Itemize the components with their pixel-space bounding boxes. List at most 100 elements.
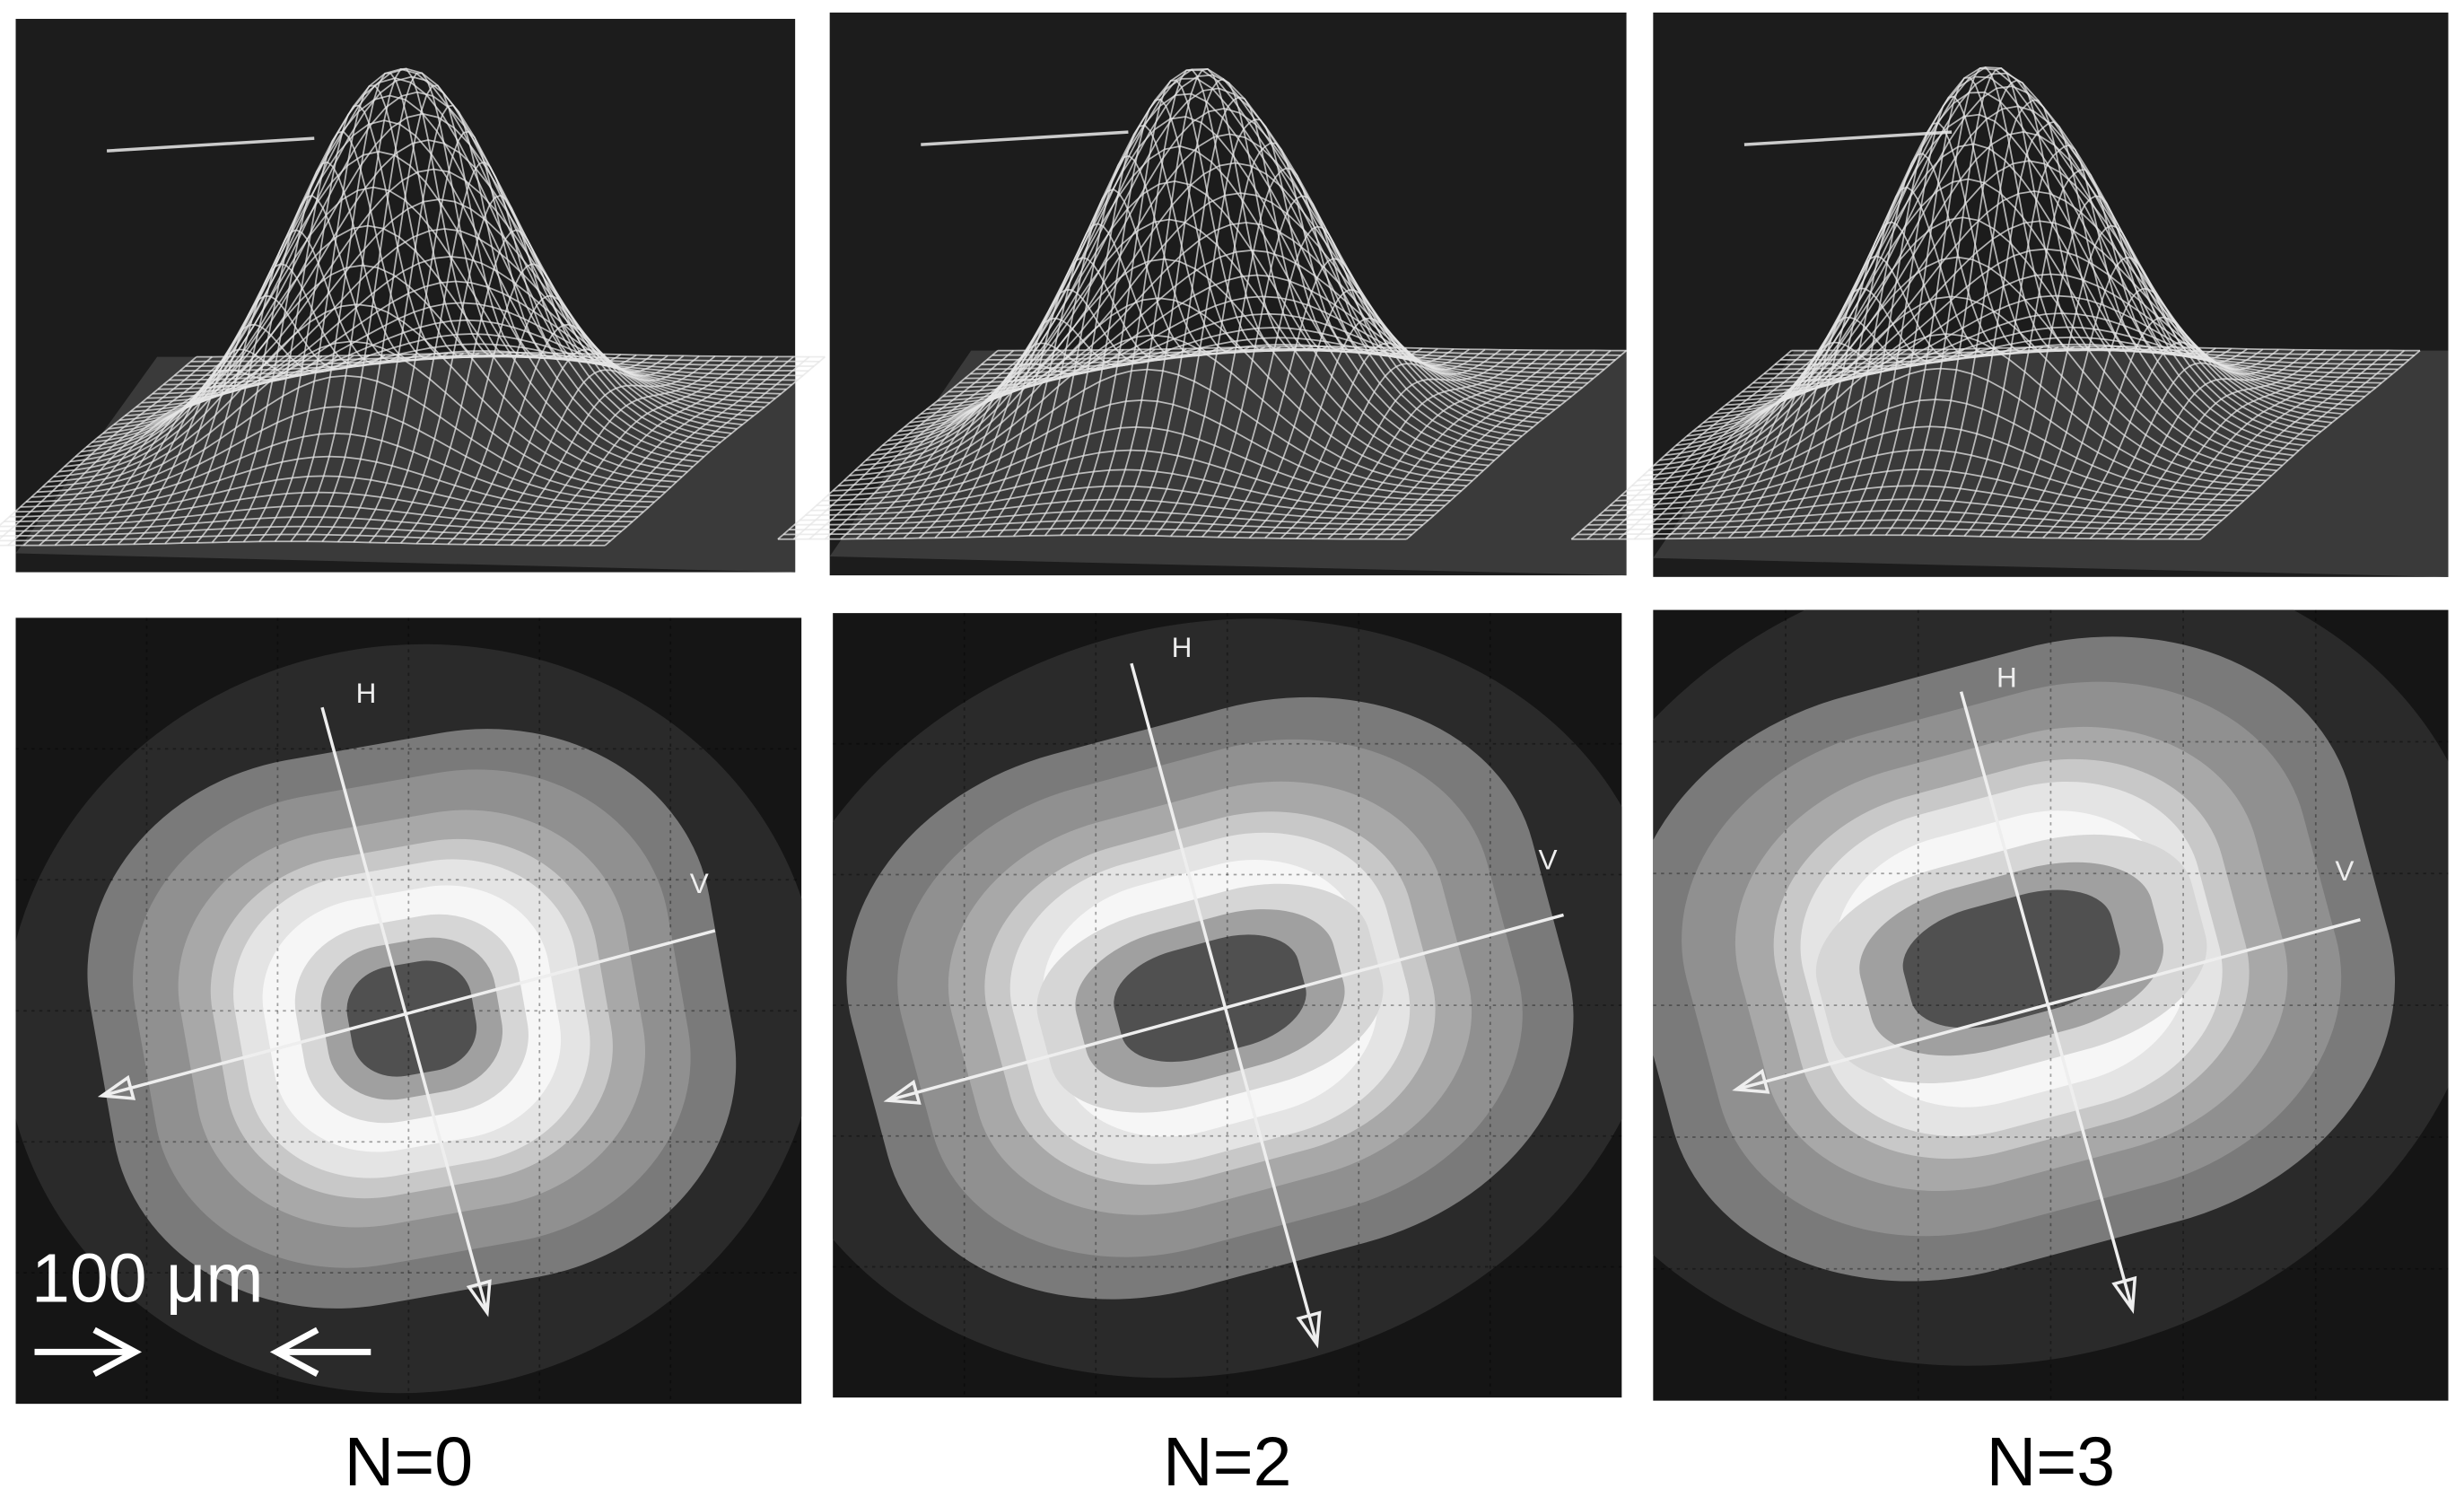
mesh-line bbox=[2183, 349, 2406, 540]
arrow-head bbox=[466, 1279, 492, 1318]
mesh-line bbox=[368, 161, 590, 544]
axis-marker bbox=[921, 130, 1129, 146]
mesh-line bbox=[1296, 349, 1517, 539]
contour-level bbox=[1114, 934, 1306, 1063]
mesh-line bbox=[557, 355, 779, 547]
v-axis bbox=[101, 929, 716, 1098]
h-axis bbox=[320, 706, 489, 1314]
v-label: V bbox=[2335, 854, 2354, 887]
mesh-line bbox=[1747, 312, 2376, 389]
v-label: V bbox=[690, 867, 709, 899]
mesh-line bbox=[959, 327, 1588, 384]
mesh-line bbox=[2089, 349, 2311, 539]
mesh-line bbox=[190, 354, 820, 363]
mesh-line bbox=[1327, 349, 1549, 540]
mesh-line bbox=[2168, 349, 2390, 540]
mesh-line bbox=[1154, 142, 1376, 537]
mesh-line bbox=[157, 333, 787, 390]
mesh-line bbox=[1780, 349, 2409, 361]
mesh-line bbox=[2199, 349, 2421, 540]
h-axis bbox=[1130, 662, 1319, 1345]
mesh-line bbox=[1311, 349, 1533, 539]
mesh-line bbox=[384, 194, 606, 544]
mesh-line bbox=[1405, 349, 1628, 540]
mesh-line bbox=[998, 346, 1627, 352]
arrow-head bbox=[883, 1079, 922, 1105]
mesh-line bbox=[2105, 349, 2327, 539]
scale-bar-label: 100 μm bbox=[31, 1239, 264, 1317]
mesh-line bbox=[2074, 349, 2295, 539]
mesh-line bbox=[572, 355, 794, 547]
scale-arrow bbox=[34, 1327, 142, 1377]
mesh-line bbox=[1106, 78, 1329, 536]
panel-label: N=3 bbox=[1987, 1423, 2115, 1501]
mesh-line bbox=[1708, 131, 2338, 419]
mesh-line bbox=[2136, 349, 2358, 540]
panel-label: N=2 bbox=[1163, 1423, 1291, 1501]
surface-mesh bbox=[1570, 66, 2421, 540]
h-label: H bbox=[356, 677, 377, 709]
mesh-line bbox=[152, 319, 782, 395]
contour-map bbox=[833, 613, 1622, 1398]
mesh-line bbox=[589, 355, 810, 547]
panel-label: N=0 bbox=[345, 1423, 473, 1501]
h-label: H bbox=[1997, 661, 2017, 693]
mesh-line bbox=[1374, 349, 1596, 540]
mesh-line bbox=[965, 337, 1594, 380]
arrow-head bbox=[97, 1074, 136, 1100]
mesh-line bbox=[163, 343, 792, 386]
mesh-line bbox=[1752, 326, 2382, 384]
mesh-line bbox=[1916, 99, 2138, 536]
mesh-line bbox=[986, 349, 1616, 361]
mesh-line bbox=[1786, 347, 2415, 356]
contour-level bbox=[346, 960, 477, 1077]
arrow-head bbox=[1732, 1068, 1770, 1094]
arrow-head bbox=[2111, 1275, 2137, 1314]
mesh-line bbox=[1342, 349, 1565, 540]
surface-mesh bbox=[777, 67, 1628, 540]
v-axis bbox=[1735, 917, 2361, 1091]
contour-map bbox=[15, 617, 802, 1405]
mesh-line bbox=[1703, 105, 2332, 424]
mesh-line bbox=[321, 84, 543, 542]
h-axis bbox=[1959, 691, 2135, 1310]
mesh-line bbox=[898, 74, 1528, 433]
mesh-line bbox=[2152, 349, 2373, 540]
axis-marker bbox=[1743, 130, 1953, 146]
mesh-line bbox=[1763, 343, 2393, 375]
contour-map bbox=[1653, 609, 2449, 1401]
mesh-line bbox=[1900, 79, 2122, 536]
mesh-line bbox=[169, 350, 798, 381]
mesh-line bbox=[494, 355, 716, 546]
mesh-line bbox=[915, 133, 1544, 419]
mesh-line bbox=[909, 107, 1539, 424]
mesh-line bbox=[1758, 337, 2388, 380]
mesh-line bbox=[970, 344, 1599, 375]
mesh-line bbox=[1390, 349, 1612, 540]
mesh-line bbox=[992, 347, 1621, 356]
mesh-line bbox=[1170, 167, 1392, 538]
mesh-line bbox=[510, 355, 731, 546]
mesh-line bbox=[526, 355, 747, 547]
surface-mesh bbox=[0, 67, 826, 547]
floor-plane bbox=[15, 356, 796, 573]
mesh-line bbox=[1947, 144, 2170, 537]
mesh-line bbox=[196, 352, 826, 358]
mesh-line bbox=[353, 130, 574, 543]
mesh-line bbox=[953, 312, 1583, 389]
mesh-line bbox=[604, 355, 826, 547]
v-label: V bbox=[1538, 844, 1557, 876]
mesh-line bbox=[108, 112, 738, 430]
v-axis bbox=[887, 913, 1564, 1102]
mesh-line bbox=[1979, 195, 2201, 538]
mesh-line bbox=[97, 75, 727, 439]
mesh-line bbox=[1963, 169, 2185, 537]
mesh-line bbox=[541, 355, 763, 547]
mesh-line bbox=[185, 355, 815, 367]
scale-arrow bbox=[269, 1327, 371, 1377]
mesh-line bbox=[478, 355, 700, 546]
mesh-line bbox=[2120, 349, 2342, 540]
mesh-line bbox=[113, 139, 743, 425]
